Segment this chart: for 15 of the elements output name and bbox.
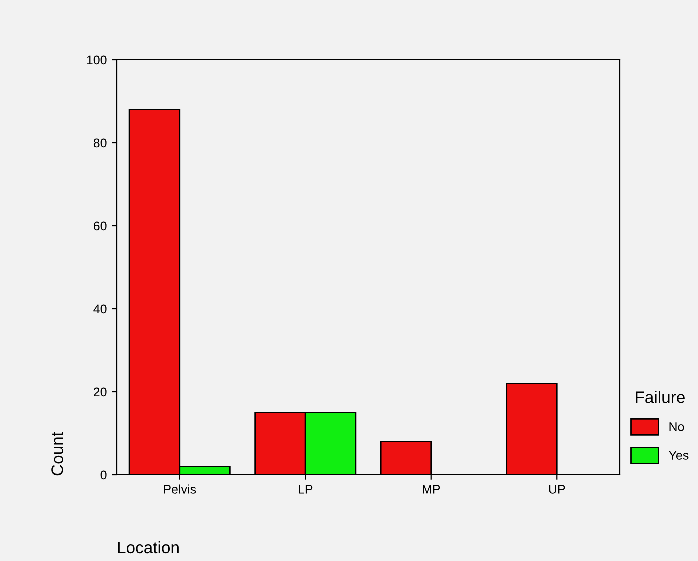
x-axis-title: Location bbox=[118, 541, 179, 554]
y-tick-label: 60 bbox=[94, 222, 107, 231]
x-tick-label: Pelvis bbox=[164, 484, 196, 494]
legend-title: Failure bbox=[636, 391, 685, 404]
y-tick-label: 100 bbox=[87, 56, 107, 65]
y-tick-label: 40 bbox=[94, 304, 107, 314]
y-tick-label: 80 bbox=[94, 138, 107, 148]
legend-label: No bbox=[670, 422, 684, 432]
y-tick-label: 20 bbox=[94, 388, 107, 397]
legend-label: Yes bbox=[669, 451, 689, 460]
x-tick-label: LP bbox=[299, 485, 313, 494]
y-tick-label: 0 bbox=[100, 470, 107, 480]
x-tick-label: UP bbox=[549, 485, 566, 494]
x-tick-label: MP bbox=[423, 485, 440, 494]
y-axis-title: Count bbox=[52, 432, 64, 476]
